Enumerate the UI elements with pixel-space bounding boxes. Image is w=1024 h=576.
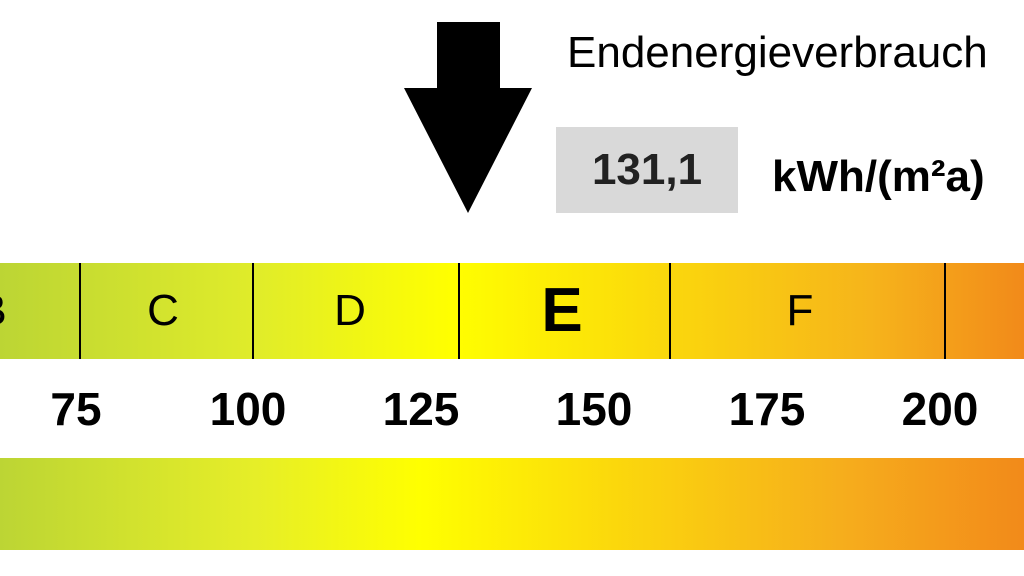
divider xyxy=(944,263,946,359)
tick-label: 200 xyxy=(901,383,979,435)
value-box: 131,1 xyxy=(556,127,738,213)
tick-label: 175 xyxy=(728,383,806,435)
divider xyxy=(458,263,460,359)
class-label-c: C xyxy=(147,286,179,335)
unit-label: kWh/(m²a) xyxy=(772,152,985,201)
tick-label: 75 xyxy=(50,383,102,435)
title: Endenergieverbrauch xyxy=(567,28,988,77)
class-label-b: B xyxy=(0,263,7,359)
tick-label: 100 xyxy=(209,383,287,435)
divider xyxy=(669,263,671,359)
gradient-bar xyxy=(0,458,1024,550)
tick-label: 125 xyxy=(382,383,460,435)
energy-class-scale: B C D E F xyxy=(0,263,1024,359)
class-label-d: D xyxy=(334,286,366,335)
arrow-down-icon xyxy=(404,22,532,213)
divider xyxy=(252,263,254,359)
class-label-f: F xyxy=(786,286,814,335)
divider xyxy=(79,263,81,359)
class-label-e: E xyxy=(541,276,583,345)
tick-label: 150 xyxy=(555,383,633,435)
